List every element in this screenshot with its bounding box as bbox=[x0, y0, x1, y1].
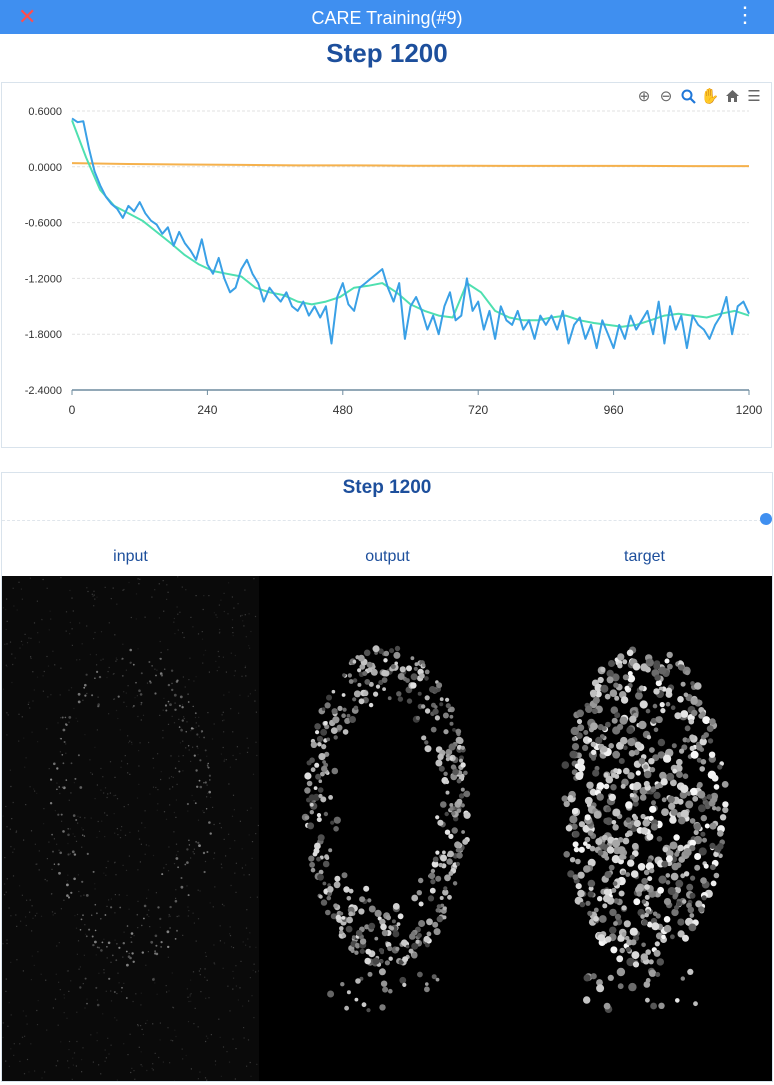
x-tick-label: 240 bbox=[197, 403, 217, 417]
more-menu-icon[interactable]: ⋮ bbox=[734, 2, 756, 27]
images-step-title: Step 1200 bbox=[342, 477, 432, 498]
x-tick-label: 960 bbox=[604, 403, 624, 417]
menu-icon[interactable]: ☰ bbox=[747, 87, 761, 105]
y-tick-label: 0.6000 bbox=[28, 106, 62, 118]
y-tick-label: -0.6000 bbox=[25, 218, 62, 230]
x-tick-label: 720 bbox=[468, 403, 488, 417]
y-tick-label: -1.2000 bbox=[25, 273, 62, 285]
step-slider-handle[interactable] bbox=[760, 513, 772, 525]
x-tick-label: 0 bbox=[69, 403, 76, 417]
x-tick-label: 1200 bbox=[736, 403, 763, 417]
input-label: input bbox=[113, 548, 148, 565]
target-image bbox=[516, 576, 772, 1081]
y-tick-label: -1.8000 bbox=[25, 329, 62, 341]
title-bar: ✕ CARE Training(#9) ⋮ bbox=[0, 0, 774, 34]
target-label: target bbox=[624, 548, 665, 565]
loss-chart: 0.6000 0.0000 -0.6000 -1.2000 -1.8000 -2.4000… bbox=[25, 106, 763, 417]
y-tick-label: 0.0000 bbox=[28, 162, 62, 174]
output-image bbox=[259, 576, 516, 1081]
zoom-out-icon[interactable]: ⊖ bbox=[659, 87, 673, 105]
x-tick-label: 480 bbox=[333, 403, 353, 417]
window-title: CARE Training(#9) bbox=[311, 8, 463, 28]
zoom-in-icon[interactable]: ⊕ bbox=[637, 87, 651, 105]
zoom-select-icon[interactable] bbox=[679, 87, 697, 105]
input-image bbox=[2, 576, 259, 1081]
loss-series-line bbox=[71, 117, 750, 350]
home-icon[interactable] bbox=[723, 87, 741, 105]
close-icon[interactable]: ✕ bbox=[18, 4, 37, 29]
step-slider-track[interactable] bbox=[2, 520, 772, 521]
output-label: output bbox=[365, 548, 410, 565]
images-panel: Step 1200 input output target bbox=[1, 472, 773, 1082]
loss-chart-panel: ⊕ ⊖ ✋ ☰ 0.6000 0.0000 -0.6000 -1.2000 -1.800… bbox=[1, 82, 772, 448]
y-tick-label: -2.4000 bbox=[25, 385, 62, 397]
step-heading: Step 1200 bbox=[326, 38, 448, 68]
learning-rate-series-line bbox=[71, 162, 749, 168]
smoothed-series-line bbox=[71, 119, 750, 328]
chart-toolbar: ⊕ ⊖ ✋ ☰ bbox=[635, 87, 763, 105]
pan-icon[interactable]: ✋ bbox=[700, 87, 720, 105]
